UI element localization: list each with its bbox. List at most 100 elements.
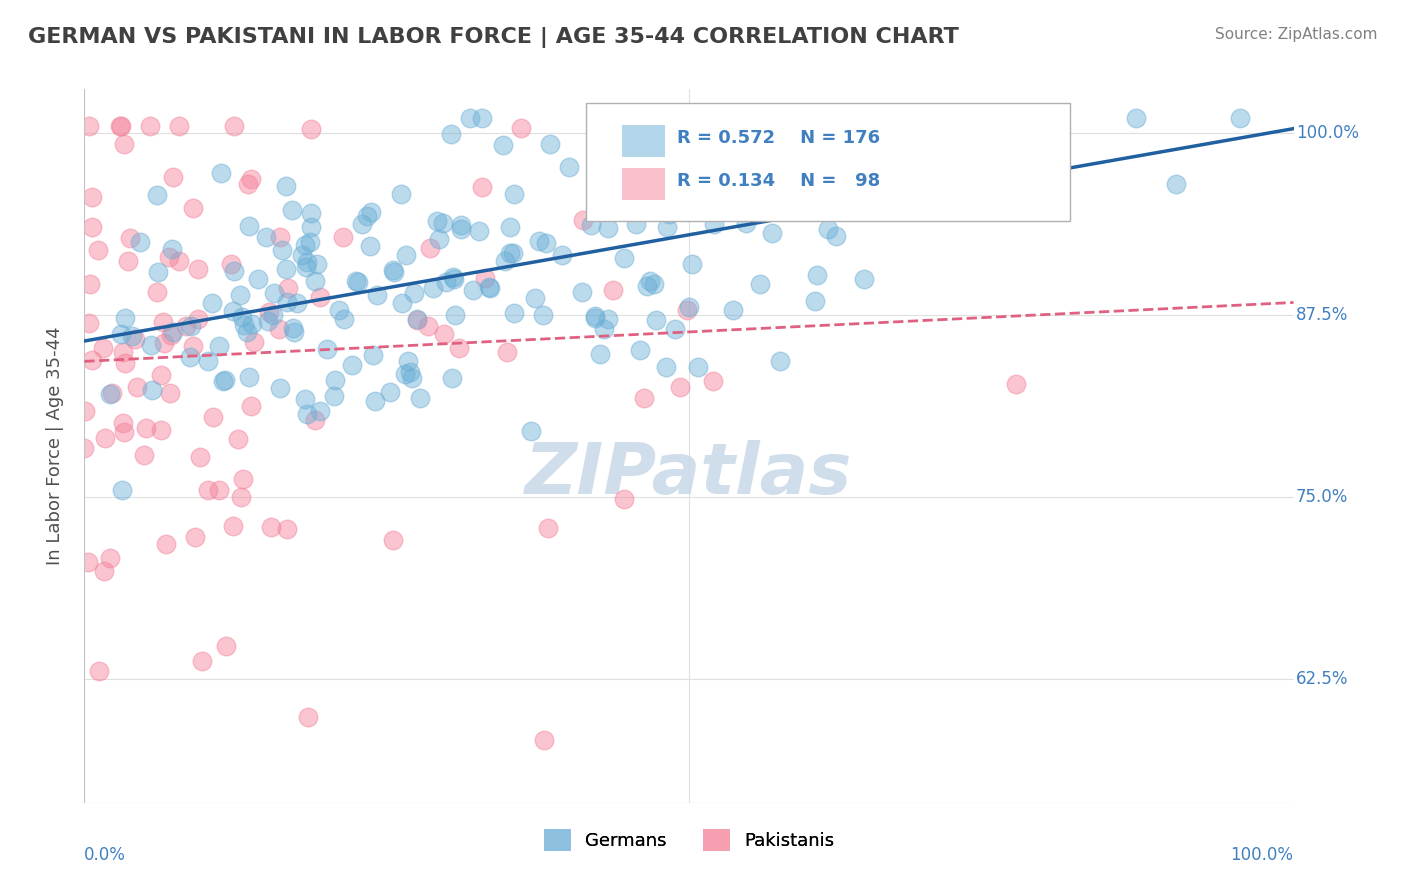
Pakistanis	[80, 190, 103, 204]
Germans	[478, 280, 501, 294]
Germans	[238, 369, 260, 384]
Germans	[304, 274, 326, 288]
Germans	[681, 257, 703, 271]
Germans	[626, 178, 648, 192]
Pakistanis	[585, 171, 607, 186]
Pakistanis	[79, 119, 101, 133]
Germans	[240, 317, 263, 331]
Pakistanis	[169, 254, 191, 268]
Germans	[440, 128, 463, 142]
Germans	[628, 343, 651, 358]
Germans	[643, 277, 665, 291]
Pakistanis	[135, 421, 157, 435]
FancyBboxPatch shape	[623, 125, 665, 157]
Pakistanis	[87, 243, 110, 257]
Pakistanis	[124, 332, 146, 346]
Germans	[398, 365, 420, 379]
Text: 100.0%: 100.0%	[1296, 124, 1360, 142]
Germans	[396, 354, 419, 368]
Germans	[231, 310, 253, 324]
Germans	[644, 313, 666, 327]
Germans	[806, 112, 828, 126]
Germans	[270, 244, 292, 258]
Germans	[434, 276, 457, 290]
Pakistanis	[208, 483, 231, 497]
Pakistanis	[309, 290, 332, 304]
Germans	[146, 188, 169, 202]
Germans	[262, 308, 284, 322]
Pakistanis	[221, 519, 243, 533]
Pakistanis	[276, 522, 298, 536]
Pakistanis	[91, 341, 114, 355]
Germans	[991, 124, 1014, 138]
Germans	[283, 325, 305, 339]
Germans	[468, 224, 491, 238]
Germans	[761, 226, 783, 240]
Pakistanis	[240, 399, 263, 413]
Germans	[499, 246, 522, 260]
Pakistanis	[537, 521, 560, 535]
Germans	[520, 424, 543, 438]
Germans	[209, 166, 232, 180]
Pakistanis	[187, 312, 209, 326]
Germans	[274, 178, 297, 193]
Germans	[283, 320, 305, 334]
Pakistanis	[269, 230, 291, 244]
Pakistanis	[269, 321, 291, 335]
Germans	[655, 359, 678, 374]
Germans	[524, 292, 547, 306]
Germans	[494, 254, 516, 268]
Pakistanis	[215, 640, 238, 654]
Germans	[884, 112, 907, 126]
Pakistanis	[191, 654, 214, 668]
Pakistanis	[240, 172, 263, 186]
Germans	[613, 251, 636, 265]
Germans	[837, 112, 859, 126]
Germans	[301, 220, 323, 235]
Germans	[148, 265, 170, 279]
Pakistanis	[77, 317, 100, 331]
Text: GERMAN VS PAKISTANI IN LABOR FORCE | AGE 35-44 CORRELATION CHART: GERMAN VS PAKISTANI IN LABOR FORCE | AGE…	[28, 27, 959, 48]
Germans	[222, 303, 245, 318]
Germans	[592, 181, 614, 195]
Germans	[686, 176, 709, 190]
Germans	[538, 137, 561, 152]
Germans	[299, 235, 322, 249]
Pakistanis	[93, 431, 115, 445]
Pakistanis	[149, 423, 172, 437]
Text: 0.0%: 0.0%	[84, 846, 127, 863]
Germans	[571, 285, 593, 300]
Germans	[599, 200, 621, 214]
Germans	[427, 232, 450, 246]
Germans	[363, 348, 385, 362]
Germans	[401, 371, 423, 385]
Germans	[180, 319, 202, 334]
Germans	[581, 219, 603, 233]
Pakistanis	[73, 441, 96, 455]
Germans	[98, 387, 121, 401]
Text: 75.0%: 75.0%	[1296, 488, 1348, 506]
Pakistanis	[112, 137, 135, 152]
Pakistanis	[297, 710, 319, 724]
Germans	[598, 221, 620, 235]
Germans	[661, 152, 683, 166]
Germans	[294, 238, 316, 252]
Germans	[269, 381, 291, 395]
Germans	[600, 199, 623, 213]
Text: 62.5%: 62.5%	[1296, 670, 1348, 688]
Germans	[294, 392, 316, 406]
Germans	[276, 295, 298, 310]
Germans	[394, 247, 416, 261]
Pakistanis	[572, 213, 595, 227]
Pakistanis	[181, 201, 204, 215]
Text: R = 0.134    N =   98: R = 0.134 N = 98	[676, 171, 880, 189]
Pakistanis	[152, 315, 174, 329]
Germans	[366, 288, 388, 302]
Germans	[291, 248, 314, 262]
Germans	[440, 371, 463, 385]
Germans	[531, 308, 554, 322]
Pakistanis	[111, 344, 134, 359]
Pakistanis	[419, 241, 441, 255]
Germans	[381, 263, 404, 277]
Pakistanis	[174, 318, 197, 333]
